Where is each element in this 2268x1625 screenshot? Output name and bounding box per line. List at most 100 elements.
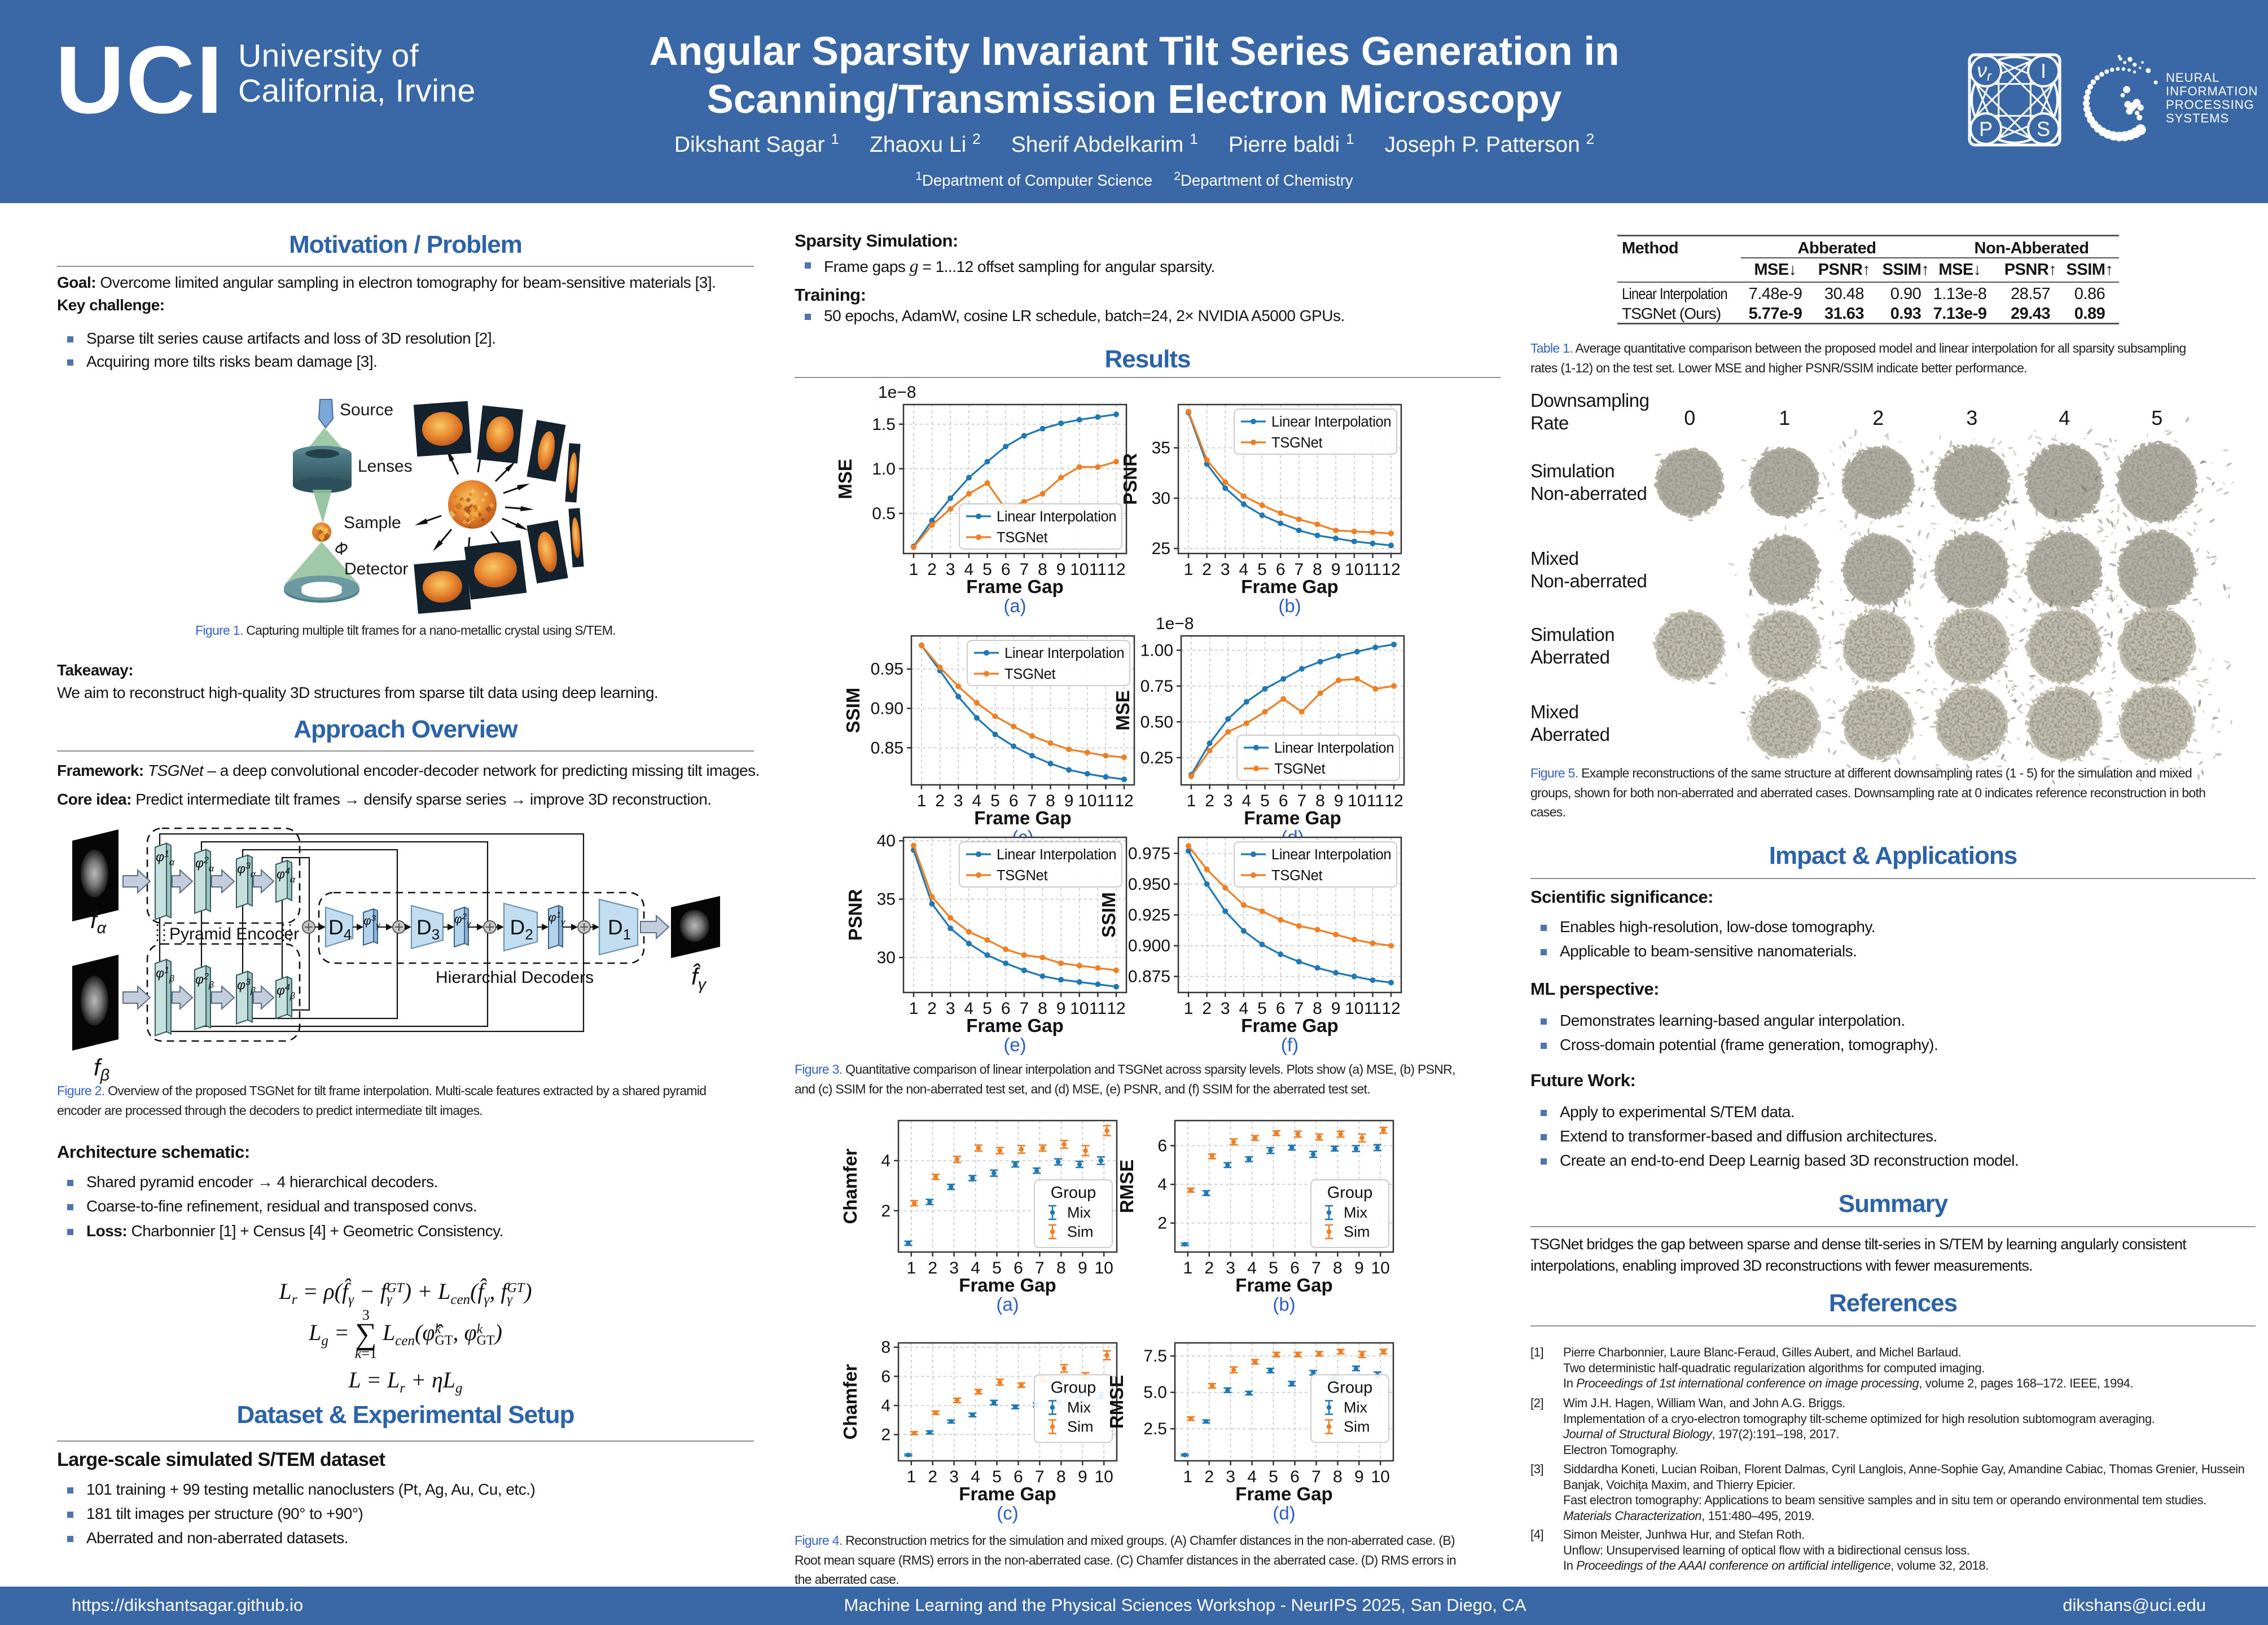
svg-text:11: 11	[1364, 999, 1381, 1018]
svg-text:10: 10	[1345, 999, 1363, 1018]
svg-text:25: 25	[1152, 539, 1170, 558]
svg-text:PSNR: PSNR	[1120, 453, 1140, 505]
svg-text:Frame Gap: Frame Gap	[959, 1275, 1056, 1295]
svg-text:9: 9	[1354, 1468, 1364, 1486]
svg-text:6: 6	[1290, 1468, 1300, 1486]
svg-text:11: 11	[1097, 792, 1115, 810]
svg-text:12: 12	[1384, 792, 1403, 810]
svg-text:1: 1	[1183, 1259, 1192, 1277]
svg-text:7: 7	[1019, 560, 1029, 579]
svg-text:3: 3	[949, 1259, 959, 1277]
svg-text:Mix: Mix	[1344, 1204, 1367, 1221]
svg-text:SSIM: SSIM	[1098, 892, 1119, 938]
svg-text:f̂γ: f̂γ	[691, 963, 707, 994]
svg-text:9: 9	[1064, 792, 1074, 810]
svg-text:6: 6	[1009, 792, 1019, 810]
svg-text:3: 3	[1226, 1259, 1235, 1277]
svg-text:7: 7	[1294, 560, 1304, 579]
svg-text:35: 35	[877, 890, 896, 909]
svg-text:3: 3	[1221, 999, 1230, 1018]
svg-text:30: 30	[877, 948, 896, 967]
svg-text:8: 8	[1046, 792, 1055, 810]
svg-text:RMSE: RMSE	[1106, 1375, 1127, 1429]
svg-text:2: 2	[1204, 1259, 1214, 1277]
svg-text:10: 10	[1070, 560, 1089, 579]
svg-text:12: 12	[1381, 999, 1400, 1018]
svg-text:7: 7	[1297, 792, 1306, 810]
svg-text:5: 5	[990, 792, 1000, 810]
svg-text:2: 2	[927, 560, 937, 579]
svg-text:8: 8	[1313, 560, 1322, 579]
svg-text:6: 6	[1157, 1137, 1167, 1156]
svg-text:MSE: MSE	[835, 459, 856, 499]
svg-text:11: 11	[1367, 792, 1384, 810]
svg-text:0.900: 0.900	[1128, 937, 1170, 955]
svg-text:7: 7	[1027, 792, 1037, 810]
svg-text:1: 1	[1183, 1468, 1192, 1486]
svg-text:1.5: 1.5	[872, 415, 896, 434]
svg-text:5: 5	[982, 560, 992, 579]
svg-text:2: 2	[928, 1468, 937, 1486]
svg-text:10: 10	[1345, 560, 1363, 579]
svg-text:3: 3	[946, 999, 955, 1018]
svg-text:SSIM: SSIM	[843, 688, 863, 734]
svg-text:3: 3	[1223, 792, 1233, 810]
svg-text:5: 5	[1269, 1468, 1278, 1486]
svg-text:8: 8	[1313, 999, 1322, 1018]
svg-text:(f): (f)	[1281, 1034, 1298, 1055]
svg-text:5: 5	[982, 999, 992, 1018]
svg-text:Group: Group	[1051, 1184, 1096, 1202]
svg-text:11: 11	[1089, 560, 1107, 579]
svg-text:4: 4	[881, 1152, 890, 1170]
svg-text:9: 9	[1331, 999, 1341, 1018]
svg-text:1: 1	[1184, 999, 1194, 1018]
svg-text:TSGNet: TSGNet	[997, 530, 1048, 546]
svg-text:40: 40	[877, 832, 896, 850]
svg-text:8: 8	[1333, 1259, 1343, 1277]
svg-text:Frame Gap: Frame Gap	[1235, 1483, 1332, 1504]
svg-text:4: 4	[1239, 999, 1249, 1018]
svg-text:1: 1	[906, 1259, 916, 1277]
svg-text:7: 7	[1035, 1468, 1045, 1486]
svg-text:Linear Interpolation: Linear Interpolation	[1271, 414, 1391, 430]
svg-text:1: 1	[1187, 792, 1196, 810]
svg-text:1: 1	[1184, 560, 1194, 579]
svg-text:2: 2	[1157, 1214, 1167, 1233]
svg-text:12: 12	[1107, 560, 1125, 579]
svg-text:2: 2	[928, 1259, 937, 1277]
svg-text:Sim: Sim	[1067, 1418, 1094, 1435]
svg-text:5: 5	[1257, 999, 1267, 1018]
svg-text:1: 1	[906, 1468, 916, 1486]
svg-text:0.925: 0.925	[1128, 906, 1170, 925]
svg-text:9: 9	[1354, 1259, 1364, 1277]
svg-text:10: 10	[1348, 792, 1366, 810]
svg-text:4: 4	[1247, 1259, 1257, 1277]
svg-text:0.25: 0.25	[1140, 749, 1173, 767]
svg-text:Group: Group	[1327, 1184, 1373, 1202]
svg-text:0.90: 0.90	[871, 700, 903, 718]
svg-text:1e−8: 1e−8	[878, 383, 916, 402]
svg-text:6: 6	[1014, 1259, 1023, 1277]
svg-text:6: 6	[1290, 1259, 1300, 1277]
svg-text:1: 1	[917, 792, 927, 810]
svg-text:2: 2	[881, 1426, 890, 1444]
svg-text:6: 6	[1276, 999, 1286, 1018]
svg-text:6: 6	[1279, 792, 1288, 810]
svg-text:6: 6	[881, 1367, 890, 1386]
svg-text:S: S	[2037, 117, 2050, 140]
svg-text:Hierarchial Decoders: Hierarchial Decoders	[436, 968, 594, 987]
svg-text:11: 11	[1364, 560, 1381, 579]
svg-text:Sample: Sample	[344, 513, 401, 532]
svg-text:0.5: 0.5	[872, 504, 896, 523]
svg-text:0.950: 0.950	[1128, 875, 1170, 894]
svg-text:2: 2	[935, 792, 945, 810]
svg-text:0.50: 0.50	[1140, 713, 1173, 731]
svg-text:10: 10	[1095, 1259, 1113, 1277]
svg-text:5: 5	[1257, 560, 1267, 579]
svg-text:2: 2	[1205, 792, 1214, 810]
svg-text:1.00: 1.00	[1140, 641, 1173, 660]
svg-text:PSNR: PSNR	[845, 889, 866, 941]
svg-text:Frame Gap: Frame Gap	[959, 1483, 1056, 1504]
svg-text:8: 8	[1056, 1468, 1066, 1486]
svg-text:Chamfer: Chamfer	[840, 1148, 861, 1224]
